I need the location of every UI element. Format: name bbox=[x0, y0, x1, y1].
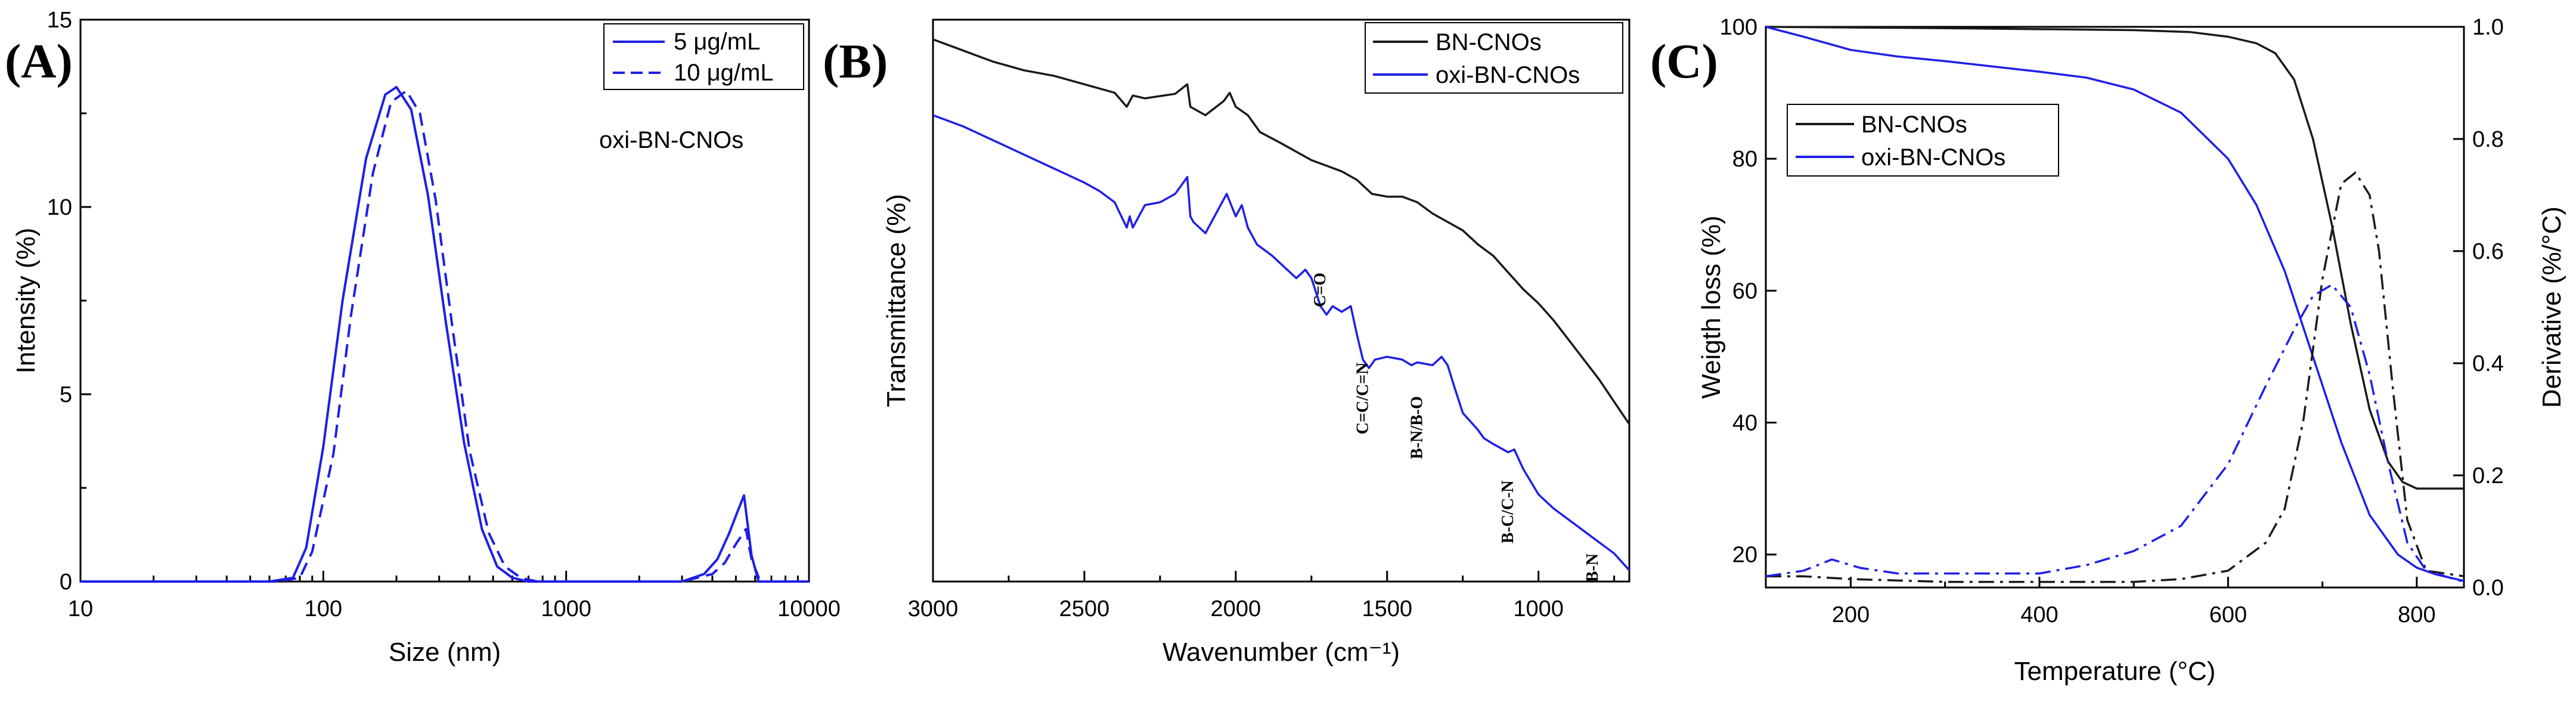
y2-tick-label: 1.0 bbox=[2472, 15, 2504, 40]
series-line-2 bbox=[932, 114, 1630, 571]
panel-a: 10 100 1000 10000 0 5 10 15 5 μg/mL 10 μg/mL oxi-B… bbox=[5, 8, 841, 667]
peak-label: B-N/B-O bbox=[1408, 396, 1427, 459]
legend-label: oxi-BN-CNOs bbox=[1436, 62, 1580, 88]
panel-label: (C) bbox=[1650, 34, 1718, 88]
plot-frame bbox=[79, 18, 810, 583]
series-line-1 bbox=[932, 38, 1630, 425]
y-axis-title: Weigth loss (%) bbox=[1697, 215, 1726, 398]
legend-label: oxi-BN-CNOs bbox=[1861, 144, 2005, 171]
x-tick-label: 1000 bbox=[1513, 596, 1564, 621]
series-line-3 bbox=[1766, 171, 2465, 583]
peak-label: C=O bbox=[1311, 273, 1329, 307]
legend-box bbox=[603, 23, 804, 90]
legend-box bbox=[1365, 22, 1623, 94]
y2-axis-title: Derivative (%/°C) bbox=[2537, 206, 2566, 408]
panel-c: 200 400 600 800 20 40 60 80 100 0.0 0.2 0.4 0.6 0.8 1.… bbox=[1650, 15, 2566, 686]
peak-label: C=C/C=N bbox=[1353, 363, 1372, 435]
x-axis-title: Size (nm) bbox=[389, 638, 501, 667]
series-line-4 bbox=[1765, 283, 2465, 583]
legend-label: BN-CNOs bbox=[1436, 29, 1542, 55]
y-tick-label: 20 bbox=[1732, 543, 1757, 568]
y2-tick-label: 0.2 bbox=[2472, 463, 2504, 488]
series-line-1 bbox=[1765, 26, 2464, 490]
y-tick-label: 100 bbox=[1720, 15, 1757, 40]
peak-label: B-C/C-N bbox=[1499, 480, 1517, 543]
legend-label: 10 μg/mL bbox=[674, 60, 774, 86]
series-line-2 bbox=[80, 89, 809, 583]
panel-b: 3000 2500 2000 1500 1000 C=O C=C/C=N B-N/B-O B-C… bbox=[823, 18, 1630, 667]
legend-box bbox=[1787, 104, 2059, 177]
y2-tick-label: 0.8 bbox=[2472, 127, 2504, 152]
series-line-1 bbox=[80, 86, 809, 583]
x-tick-label: 1000 bbox=[541, 596, 591, 621]
x-tick-label: 1500 bbox=[1362, 596, 1412, 621]
series-line-2 bbox=[1765, 26, 2465, 582]
x-tick-label: 200 bbox=[1832, 602, 1870, 627]
legend-label: 5 μg/mL bbox=[674, 29, 760, 55]
panel-label: (A) bbox=[5, 34, 73, 88]
y2-tick-label: 0.0 bbox=[2472, 576, 2504, 601]
y-tick-label: 60 bbox=[1732, 279, 1757, 304]
y-tick-label: 10 bbox=[47, 195, 72, 220]
y-tick-label: 15 bbox=[47, 8, 72, 33]
x-tick-label: 2000 bbox=[1211, 596, 1261, 621]
x-axis-title: Wavenumber (cm⁻¹) bbox=[1163, 638, 1400, 667]
y-tick-label: 0 bbox=[60, 570, 72, 595]
plot-frame bbox=[1765, 26, 2465, 589]
plot-frame bbox=[932, 18, 1630, 583]
x-tick-label: 100 bbox=[305, 596, 342, 621]
x-tick-label: 600 bbox=[2209, 602, 2247, 627]
peak-label: B-N bbox=[1583, 554, 1602, 582]
x-tick-label: 10 bbox=[68, 596, 93, 621]
y-tick-label: 80 bbox=[1732, 147, 1757, 172]
y-tick-label: 40 bbox=[1732, 411, 1757, 436]
x-tick-label: 400 bbox=[2020, 602, 2058, 627]
y2-tick-label: 0.6 bbox=[2472, 239, 2504, 264]
y-tick-label: 5 bbox=[60, 382, 72, 407]
y2-tick-label: 0.4 bbox=[2472, 351, 2504, 376]
y-axis-title: Transmittance (%) bbox=[882, 194, 911, 407]
panel-label: (B) bbox=[823, 34, 888, 88]
x-tick-label: 800 bbox=[2398, 602, 2435, 627]
x-tick-label: 3000 bbox=[908, 596, 959, 621]
x-tick-label: 10000 bbox=[777, 596, 841, 621]
x-axis-title: Temperature (°C) bbox=[2014, 657, 2216, 686]
sample-annotation: oxi-BN-CNOs bbox=[599, 127, 743, 153]
x-tick-label: 2500 bbox=[1059, 596, 1110, 621]
y-axis-title: Intensity (%) bbox=[11, 228, 41, 374]
legend-label: BN-CNOs bbox=[1861, 112, 1967, 138]
